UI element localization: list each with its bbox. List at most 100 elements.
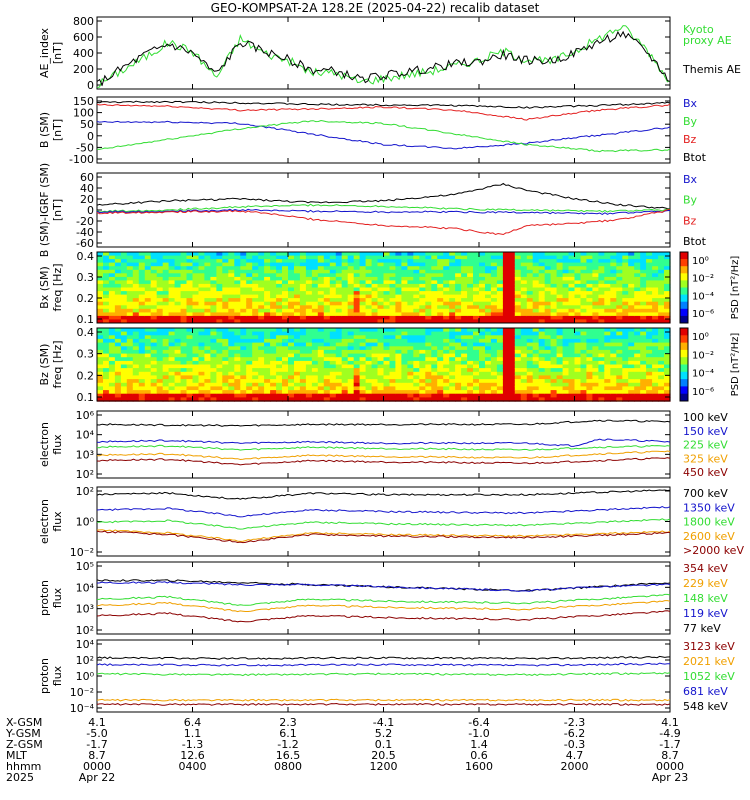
spectrogram-cell — [586, 276, 593, 281]
spectrogram-cell — [628, 255, 635, 260]
spectrogram-cell — [270, 375, 277, 380]
spectrogram-cell — [604, 397, 611, 402]
spectrogram-cell — [640, 397, 647, 402]
spectrogram-cell — [562, 259, 570, 264]
spectrogram-cell — [520, 346, 528, 351]
spectrogram-cell — [216, 280, 223, 285]
spectrogram-cell — [383, 298, 391, 303]
spectrogram-cell — [335, 294, 343, 299]
spectrogram-cell — [520, 259, 528, 264]
spectrogram-cell — [598, 298, 605, 303]
spectrogram-cell — [389, 349, 397, 355]
spectrogram-cell — [580, 287, 588, 292]
spectrogram-cell — [616, 379, 623, 384]
spectrogram-cell — [174, 312, 182, 317]
spectrogram-cell — [550, 342, 558, 347]
spectrogram-cell — [264, 342, 271, 347]
spectrogram-cell — [634, 349, 641, 355]
spectrogram-cell — [425, 287, 432, 292]
spectrogram-cell — [634, 328, 641, 333]
spectrogram-cell — [353, 386, 361, 391]
spectrogram-cell — [168, 382, 176, 388]
spectrogram-cell — [264, 298, 271, 303]
spectrogram-cell — [395, 298, 402, 303]
spectrogram-cell — [461, 315, 468, 320]
time-row-value: 5.2 — [375, 727, 393, 740]
spectrogram-cell — [246, 294, 253, 299]
spectrogram-cell — [174, 280, 182, 285]
spectrogram-cell — [198, 382, 206, 388]
spectrogram-cell — [389, 357, 397, 362]
spectrogram-cell — [305, 305, 313, 310]
spectrogram-cell — [222, 259, 229, 264]
spectrogram-cell — [502, 338, 510, 344]
spectrogram-cell — [311, 360, 319, 366]
spectrogram-cell — [616, 266, 623, 271]
spectrogram-cell — [574, 305, 582, 310]
spectrogram-cell — [562, 349, 570, 355]
spectrogram-cell — [353, 294, 361, 299]
spectrogram-cell — [652, 255, 659, 260]
spectrogram-cell — [556, 353, 564, 358]
spectrogram-cell — [389, 371, 397, 377]
legend-label: 1052 keV — [683, 670, 735, 683]
spectrogram-cell — [467, 335, 474, 340]
spectrogram-cell — [646, 335, 653, 340]
spectrogram-cell — [485, 382, 492, 388]
spectrogram-cell — [562, 328, 570, 333]
spectrogram-cell — [317, 346, 325, 351]
spectrogram-cell — [359, 360, 367, 366]
spectrogram-cell — [502, 353, 510, 358]
spectrogram-cell — [490, 371, 498, 377]
spectrogram-cell — [240, 266, 247, 271]
spectrogram-cell — [192, 328, 200, 333]
spectrogram-cell — [574, 342, 582, 347]
spectrogram-cell — [413, 357, 420, 362]
spectrogram-cell — [288, 287, 295, 292]
spectrogram-cell — [550, 393, 558, 398]
spectrogram-cell — [144, 364, 152, 369]
spectrogram-cell — [341, 252, 349, 257]
spectrogram-cell — [120, 338, 128, 344]
spectrogram-cell — [359, 312, 367, 317]
spectrogram-cell — [276, 312, 283, 317]
spectrogram-cell — [156, 382, 164, 388]
spectrogram-cell — [198, 280, 206, 285]
spectrogram-cell — [437, 393, 444, 398]
spectrogram-cell — [162, 315, 170, 320]
spectrogram-cell — [437, 338, 444, 344]
spectrogram-cell — [198, 305, 206, 310]
spectrogram-cell — [592, 252, 599, 257]
spectrogram-cell — [234, 273, 241, 278]
spectrogram-cell — [103, 357, 110, 362]
spectrogram-cell — [485, 379, 492, 384]
spectrogram-cell — [526, 353, 534, 358]
spectrogram-cell — [437, 255, 444, 260]
spectrogram-cell — [520, 312, 528, 317]
spectrogram-cell — [126, 305, 134, 310]
spectrogram-cell — [473, 276, 480, 281]
spectrogram-cell — [407, 269, 414, 274]
spectrogram-cell — [485, 393, 492, 398]
spectrogram-cell — [490, 346, 498, 351]
y-tick-label: 10² — [76, 468, 94, 481]
spectrogram-cell — [180, 375, 188, 380]
spectrogram-cell — [419, 305, 426, 310]
spectrogram-cell — [138, 287, 146, 292]
spectrogram-cell — [568, 273, 576, 278]
spectrogram-cell — [222, 353, 229, 358]
spectrogram-cell — [353, 259, 361, 264]
spectrogram-cell — [294, 287, 301, 292]
spectrogram-cell — [252, 393, 259, 398]
spectrogram-cell — [288, 319, 295, 324]
spectrogram-cell — [329, 298, 337, 303]
spectrogram-cell — [138, 276, 146, 281]
spectrogram-cell — [592, 364, 599, 369]
spectrogram-cell — [305, 280, 313, 285]
spectrogram-cell — [299, 353, 307, 358]
spectrogram-cell — [359, 397, 367, 402]
spectrogram-cell — [216, 252, 223, 257]
spectrogram-cell — [371, 305, 379, 310]
spectrogram-cell — [180, 269, 188, 274]
spectrogram-cell — [186, 379, 194, 384]
